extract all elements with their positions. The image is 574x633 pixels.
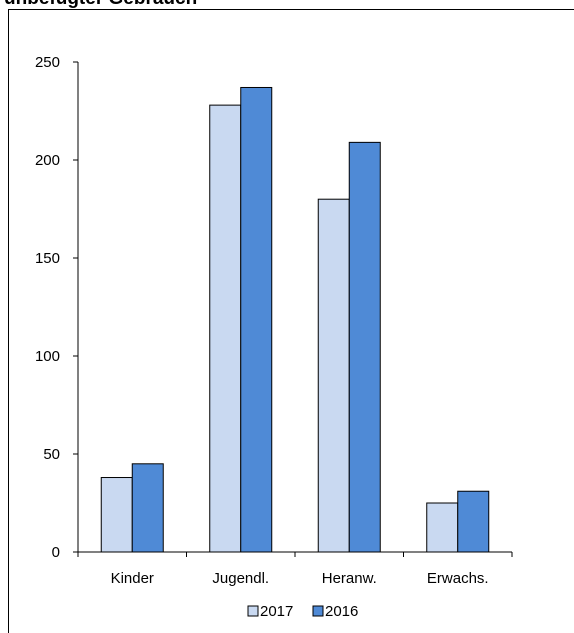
bar-2017-Erwachs. bbox=[426, 502, 459, 553]
legend-label-2017: 2017 bbox=[260, 603, 293, 620]
chart-frame bbox=[8, 9, 574, 633]
y-tick-label: 0 bbox=[52, 544, 60, 561]
y-tick-labels: 0 50 100 150 200 250 bbox=[35, 54, 60, 561]
legend-swatch-2017 bbox=[247, 605, 259, 617]
legend-swatch-2016 bbox=[312, 605, 324, 617]
bar-2016-Jugendl. bbox=[240, 86, 273, 553]
bar-2016-Kinder bbox=[131, 463, 164, 553]
bars bbox=[100, 86, 490, 553]
x-tick-label: Erwachs. bbox=[427, 570, 489, 587]
y-tick-label: 50 bbox=[43, 446, 60, 463]
bar-2016-Heranw. bbox=[348, 141, 381, 553]
chart-title: unbefugter Gebrauch bbox=[4, 0, 197, 9]
bar-2017-Jugendl. bbox=[209, 104, 242, 553]
x-tick-label: Kinder bbox=[111, 570, 154, 587]
bar-2016-Erwachs. bbox=[457, 490, 490, 553]
legend-label-2016: 2016 bbox=[325, 603, 358, 620]
legend: 2017 2016 bbox=[247, 603, 358, 620]
y-tick-label: 200 bbox=[35, 152, 60, 169]
bar-2017-Heranw. bbox=[317, 198, 350, 553]
y-tick-label: 100 bbox=[35, 348, 60, 365]
x-tick-labels: Kinder Jugendl. Heranw. Erwachs. bbox=[111, 570, 489, 587]
x-tick-label: Jugendl. bbox=[212, 570, 269, 587]
y-tick-label: 150 bbox=[35, 250, 60, 267]
bar-2017-Kinder bbox=[100, 477, 133, 553]
x-tick-label: Heranw. bbox=[322, 570, 377, 587]
y-tick-label: 250 bbox=[35, 54, 60, 71]
